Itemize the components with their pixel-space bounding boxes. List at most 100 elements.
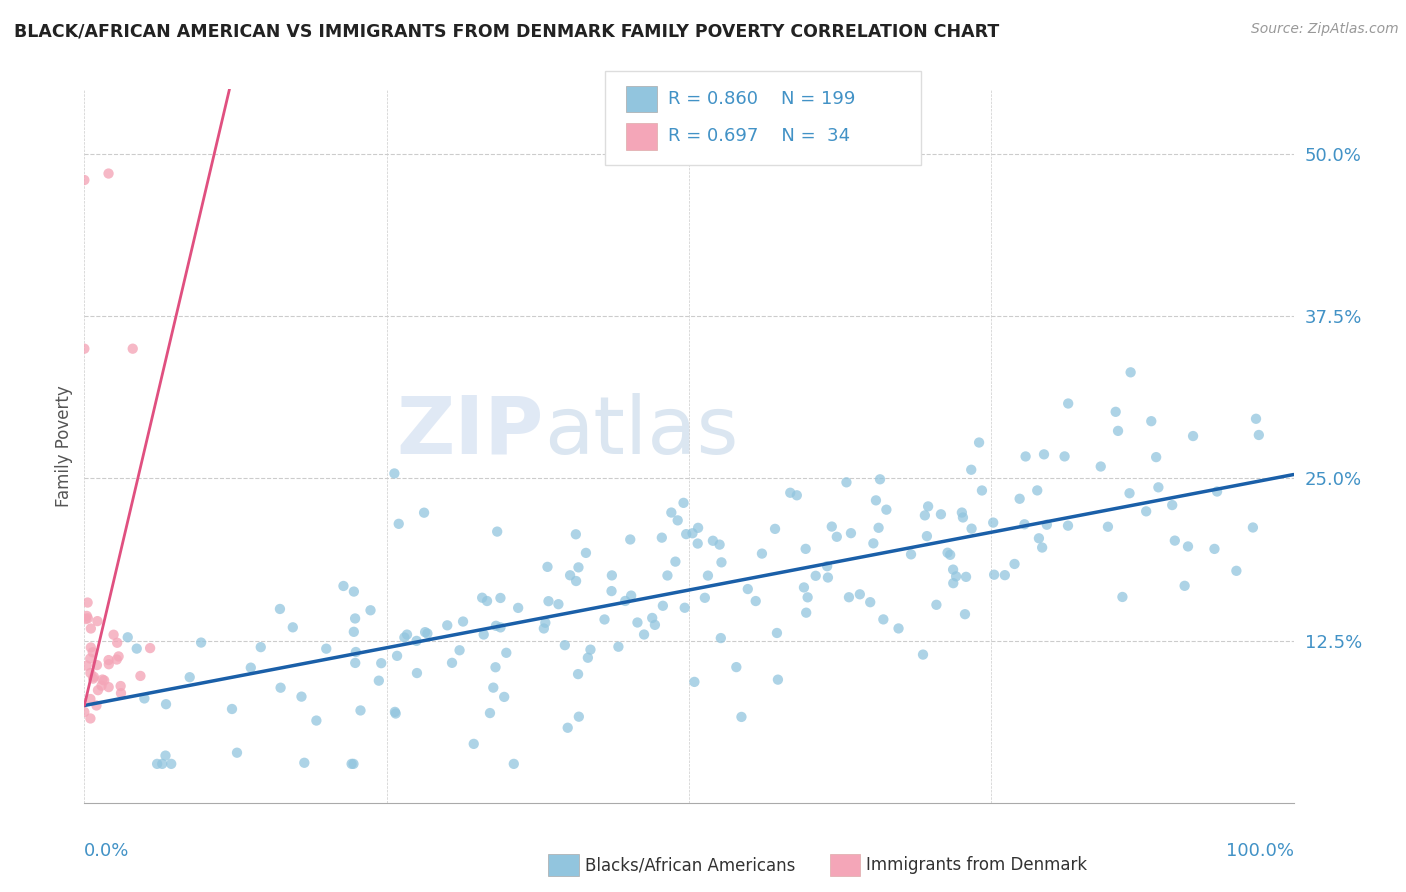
Point — [1031, 541, 1053, 555]
Point — [385, 648, 408, 663]
Point — [945, 569, 967, 583]
Point — [664, 555, 686, 569]
Point — [344, 645, 367, 659]
Point — [868, 521, 890, 535]
Point — [83, 670, 105, 684]
Point — [821, 519, 844, 533]
Point — [73, 705, 96, 719]
Point — [475, 594, 498, 608]
Point — [686, 536, 709, 550]
Point — [568, 709, 591, 723]
Point — [693, 591, 716, 605]
Point — [793, 581, 815, 595]
Point — [495, 646, 517, 660]
Point — [744, 594, 766, 608]
Point — [942, 563, 965, 577]
Point — [97, 657, 120, 672]
Text: atlas: atlas — [544, 392, 738, 471]
Point — [146, 756, 169, 771]
Point — [1014, 517, 1036, 532]
Point — [105, 652, 128, 666]
Point — [942, 576, 965, 591]
Point — [305, 714, 328, 728]
Point — [129, 669, 152, 683]
Point — [90, 679, 112, 693]
Point — [673, 600, 696, 615]
Point — [838, 591, 860, 605]
Point — [155, 697, 177, 711]
Point — [160, 756, 183, 771]
Text: BLACK/AFRICAN AMERICAN VS IMMIGRANTS FROM DENMARK FAMILY POVERTY CORRELATION CHA: BLACK/AFRICAN AMERICAN VS IMMIGRANTS FRO… — [14, 22, 1000, 40]
Point — [97, 167, 120, 181]
Point — [502, 756, 524, 771]
Point — [484, 660, 506, 674]
Point — [76, 658, 98, 673]
Point — [766, 673, 789, 687]
Point — [547, 597, 569, 611]
Point — [384, 706, 406, 721]
Point — [1033, 447, 1056, 461]
Point — [91, 673, 114, 687]
Point — [107, 649, 129, 664]
Point — [508, 600, 530, 615]
Point — [1147, 480, 1170, 494]
Point — [766, 626, 789, 640]
Point — [865, 493, 887, 508]
Point — [911, 648, 934, 662]
Point — [579, 642, 602, 657]
Point — [730, 710, 752, 724]
Point — [343, 624, 366, 639]
Point — [939, 548, 962, 562]
Point — [79, 711, 101, 725]
Point — [395, 627, 418, 641]
Point — [489, 620, 512, 634]
Point — [221, 702, 243, 716]
Point — [558, 568, 581, 582]
Point — [80, 622, 103, 636]
Point — [344, 611, 367, 625]
Point — [875, 502, 897, 516]
Point — [1004, 557, 1026, 571]
Point — [97, 680, 120, 694]
Point — [1140, 414, 1163, 428]
Point — [406, 666, 429, 681]
Point — [76, 608, 98, 623]
Point — [626, 615, 648, 630]
Point — [779, 485, 801, 500]
Point — [290, 690, 312, 704]
Point — [815, 559, 838, 574]
Point — [1014, 450, 1036, 464]
Point — [93, 673, 115, 688]
Point — [900, 547, 922, 561]
Point — [1119, 365, 1142, 379]
Point — [751, 547, 773, 561]
Point — [960, 463, 983, 477]
Point — [619, 533, 641, 547]
Point — [657, 568, 679, 582]
Point — [413, 506, 436, 520]
Point — [659, 506, 682, 520]
Point — [179, 670, 201, 684]
Point — [82, 645, 104, 659]
Point — [80, 640, 103, 655]
Point — [683, 674, 706, 689]
Y-axis label: Family Poverty: Family Poverty — [55, 385, 73, 507]
Point — [1164, 533, 1187, 548]
Point — [117, 630, 139, 644]
Point — [73, 173, 96, 187]
Point — [134, 691, 156, 706]
Point — [105, 636, 128, 650]
Point — [567, 560, 589, 574]
Point — [917, 500, 939, 514]
Point — [413, 625, 436, 640]
Point — [952, 510, 974, 524]
Point — [1182, 429, 1205, 443]
Point — [139, 641, 162, 656]
Point — [737, 582, 759, 596]
Point — [925, 598, 948, 612]
Point — [478, 706, 501, 720]
Point — [315, 641, 337, 656]
Point — [76, 596, 98, 610]
Point — [79, 651, 101, 665]
Point — [557, 721, 579, 735]
